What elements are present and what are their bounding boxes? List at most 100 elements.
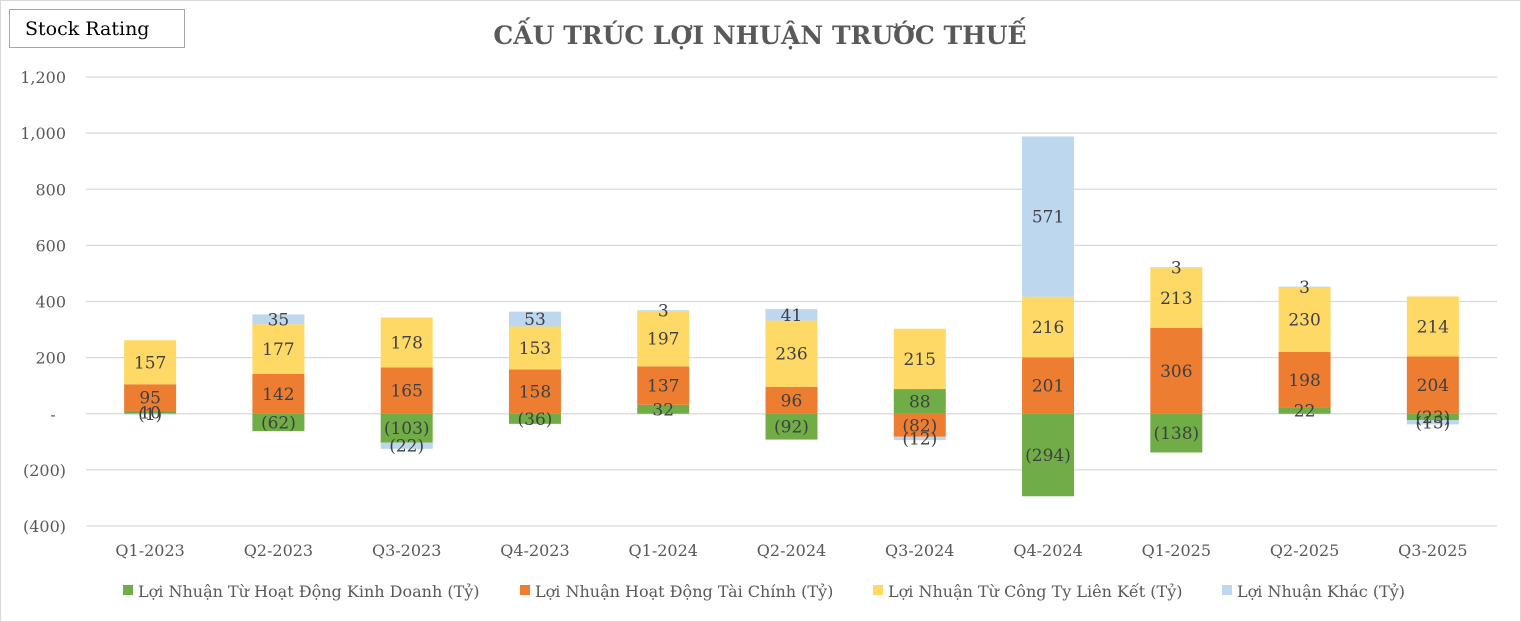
bar-segment — [124, 340, 177, 385]
y-tick-label: 800 — [35, 180, 66, 199]
data-label: 3 — [1299, 278, 1310, 298]
data-label: 201 — [1032, 377, 1064, 397]
data-label: 53 — [524, 310, 546, 330]
bar-segment — [765, 309, 818, 321]
y-tick-label: (200) — [23, 461, 66, 480]
data-label: (138) — [1153, 424, 1199, 444]
data-label: 95 — [139, 389, 161, 409]
y-tick-label: 600 — [35, 236, 66, 255]
legend-swatch — [1222, 585, 1232, 595]
x-tick-label: Q4-2024 — [1013, 541, 1082, 560]
bar-segment — [1278, 352, 1331, 408]
data-label: 142 — [262, 385, 294, 405]
bar-segment — [380, 317, 433, 368]
data-label: 177 — [262, 340, 294, 360]
bar-segment — [1406, 296, 1459, 357]
stock-rating-badge: Stock Rating — [9, 9, 185, 48]
bar-segment — [1150, 413, 1203, 453]
x-tick-label: Q3-2024 — [885, 541, 954, 560]
x-tick-label: Q2-2025 — [1270, 541, 1339, 560]
bar-segment — [252, 324, 305, 374]
x-tick-label: Q2-2024 — [757, 541, 826, 560]
bar-segment — [765, 386, 818, 414]
data-label: 216 — [1032, 318, 1064, 338]
data-label: (1) — [138, 405, 162, 425]
bar-segment — [1406, 356, 1459, 414]
legend-swatch — [873, 585, 883, 595]
y-tick-label: 400 — [35, 293, 66, 312]
bar-segment — [1150, 268, 1203, 328]
data-label: 198 — [1288, 371, 1320, 391]
bar-segment — [1406, 413, 1459, 421]
bar-segment — [508, 413, 561, 424]
data-label: 3 — [658, 302, 669, 322]
bar-segment — [380, 413, 433, 443]
bar-segment — [124, 410, 177, 414]
data-label: (82) — [902, 416, 937, 436]
bar-segment — [1278, 407, 1331, 414]
data-label: 230 — [1288, 311, 1320, 331]
y-axis-ticks: (400) (200) - 200 400 600 800 1,000 1,200 — [20, 68, 66, 536]
data-label: (92) — [774, 418, 809, 438]
legend-label: Lợi Nhuận Hoạt Động Tài Chính (Tỷ) — [535, 582, 833, 601]
x-tick-label: Q1-2025 — [1142, 541, 1211, 560]
data-label: 571 — [1032, 208, 1064, 228]
bar-segment — [893, 436, 946, 441]
bar-segment — [637, 366, 690, 405]
bar-segment — [893, 328, 946, 390]
y-tick-label: - — [50, 405, 55, 424]
data-label: (294) — [1025, 446, 1071, 466]
bar-series — [124, 136, 1459, 497]
bar-segment — [637, 310, 690, 312]
y-tick-label: (400) — [23, 517, 66, 536]
data-label: 165 — [390, 382, 422, 402]
bar-segment — [124, 384, 177, 411]
bar-segment — [1150, 327, 1203, 414]
data-label: 32 — [652, 400, 674, 420]
data-label: 306 — [1160, 362, 1192, 382]
data-label: (15) — [1415, 413, 1450, 433]
bar-segment — [252, 373, 305, 414]
bar-segment — [252, 413, 305, 432]
data-label: (12) — [902, 429, 937, 449]
x-tick-label: Q3-2025 — [1398, 541, 1467, 560]
bar-segment — [1406, 420, 1459, 425]
bar-segment — [252, 314, 305, 325]
data-label: 96 — [781, 391, 803, 411]
bar-segment — [1150, 267, 1203, 269]
data-label: 204 — [1417, 376, 1449, 396]
data-label: 215 — [904, 350, 936, 370]
data-label: 153 — [519, 339, 551, 359]
x-axis-ticks: Q1-2023 Q2-2023 Q3-2023 Q4-2023 Q1-2024 Q2-20… — [115, 541, 1467, 560]
data-label: (103) — [384, 419, 430, 439]
legend-label: Lợi Nhuận Từ Hoạt Động Kinh Doanh (Tỷ) — [138, 582, 480, 601]
x-tick-label: Q1-2023 — [115, 541, 184, 560]
data-label: 35 — [268, 310, 290, 330]
data-label: 157 — [134, 353, 166, 373]
y-tick-label: 1,000 — [20, 124, 66, 143]
bar-segment — [508, 311, 561, 327]
data-label: 178 — [390, 333, 422, 353]
bar-segment — [1278, 286, 1331, 288]
legend: Lợi Nhuận Từ Hoạt Động Kinh Doanh (Tỷ) Lợ… — [123, 582, 1405, 601]
bar-segment — [1022, 296, 1075, 358]
data-label: 197 — [647, 330, 679, 350]
data-label: 137 — [647, 377, 679, 397]
data-label: (23) — [1415, 408, 1450, 428]
x-tick-label: Q1-2024 — [629, 541, 698, 560]
x-tick-label: Q2-2023 — [244, 541, 313, 560]
y-tick-label: 1,200 — [20, 68, 66, 87]
bar-segment — [893, 413, 946, 437]
bar-segment — [1022, 136, 1075, 297]
bar-segment — [1022, 413, 1075, 497]
data-label: 22 — [1294, 402, 1316, 422]
data-label: 158 — [519, 383, 551, 403]
data-label: 213 — [1160, 289, 1192, 309]
y-tick-label: 200 — [35, 349, 66, 368]
chart-title: CẤU TRÚC LỢI NHUẬN TRƯỚC THUẾ — [493, 18, 1026, 50]
bar-segment — [124, 413, 177, 415]
data-label: 236 — [775, 345, 807, 365]
legend-swatch — [123, 585, 133, 595]
